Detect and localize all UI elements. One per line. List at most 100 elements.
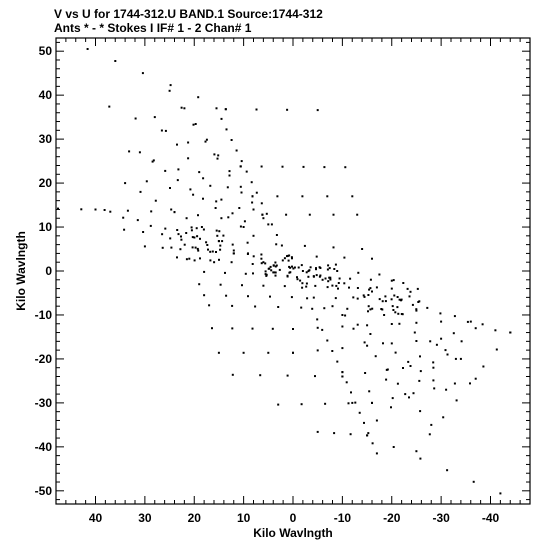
uv-point <box>369 308 372 311</box>
uv-point <box>215 251 217 253</box>
uv-point <box>292 267 295 270</box>
uv-point <box>231 327 234 330</box>
uv-point <box>397 312 400 315</box>
uv-point <box>240 191 243 194</box>
uv-point <box>218 258 220 261</box>
axis-ticks <box>56 38 530 504</box>
uv-point <box>208 304 211 307</box>
uv-point <box>333 432 336 435</box>
uv-point <box>247 295 249 298</box>
uv-point <box>195 227 198 230</box>
uv-point <box>305 282 308 285</box>
uv-point <box>180 235 182 238</box>
uv-point <box>440 337 443 340</box>
y-tick-label: 30 <box>39 132 53 146</box>
uv-point <box>315 255 318 258</box>
y-tick-label: -40 <box>35 440 53 454</box>
uv-point <box>385 368 388 371</box>
uv-point <box>247 252 249 255</box>
uv-point <box>358 411 361 414</box>
uv-point <box>283 257 286 260</box>
uv-point <box>204 140 207 143</box>
uv-point <box>238 207 241 209</box>
uv-point <box>312 296 315 299</box>
uv-point <box>466 320 469 323</box>
uv-point <box>176 229 179 231</box>
uv-point <box>334 297 337 300</box>
uv-point <box>269 295 271 298</box>
uv-point <box>415 340 418 342</box>
uv-point <box>243 220 246 223</box>
uv-point <box>151 160 154 163</box>
uv-point <box>419 355 421 358</box>
uv-point <box>300 403 303 406</box>
uv-point <box>334 263 337 266</box>
uv-point <box>455 399 458 402</box>
uv-point <box>231 304 234 307</box>
uv-point <box>179 248 182 251</box>
uv-point <box>216 157 219 160</box>
uv-point <box>316 430 319 433</box>
uv-point <box>145 180 148 183</box>
uv-point <box>219 283 222 286</box>
uv-point <box>316 318 319 321</box>
uv-point <box>440 320 443 323</box>
uv-point <box>80 208 83 211</box>
uv-point <box>128 150 131 153</box>
uv-point <box>290 256 293 259</box>
uv-point <box>290 296 293 299</box>
uv-point <box>352 296 355 299</box>
uv-point <box>197 214 199 217</box>
uv-point <box>367 310 369 313</box>
uv-point <box>324 402 327 405</box>
uv-point <box>262 261 265 264</box>
uv-point <box>214 207 217 209</box>
uv-point <box>219 248 222 251</box>
uv-point <box>356 323 359 326</box>
uv-point <box>392 309 395 311</box>
uv-point <box>371 257 373 260</box>
y-tick-label: -20 <box>35 352 53 366</box>
uv-point <box>274 274 277 277</box>
uv-point <box>170 208 173 211</box>
uv-point <box>94 208 97 211</box>
x-tick-label: 10 <box>237 511 251 525</box>
uv-point <box>231 243 234 246</box>
uv-point <box>224 108 227 111</box>
uv-point <box>215 200 218 203</box>
uv-point <box>196 235 199 238</box>
uv-point <box>408 295 411 298</box>
uv-point <box>344 166 347 169</box>
uv-point <box>297 266 300 269</box>
uv-point <box>274 271 277 274</box>
uv-point <box>168 89 171 92</box>
uv-point <box>446 353 449 356</box>
uv-point <box>109 210 112 213</box>
uv-point <box>209 259 212 262</box>
uv-point <box>415 450 418 453</box>
uv-point <box>252 272 254 275</box>
uv-point <box>326 339 329 342</box>
uv-point <box>293 266 296 269</box>
uv-point <box>343 256 346 259</box>
uv-point <box>191 236 194 239</box>
uv-point <box>114 60 117 62</box>
uv-point <box>202 197 204 200</box>
uv-point <box>367 305 370 308</box>
uv-point <box>194 123 197 125</box>
uv-point <box>161 233 164 236</box>
uv-point <box>260 262 263 265</box>
uv-point <box>296 276 298 279</box>
uv-point <box>211 250 214 253</box>
visibility-points <box>57 48 512 495</box>
uv-point <box>474 377 477 380</box>
uv-point <box>328 267 331 270</box>
uv-point <box>426 306 429 309</box>
y-tick-label: -30 <box>35 396 53 410</box>
uv-point <box>190 229 193 232</box>
uv-point <box>402 367 404 369</box>
uv-point <box>452 332 455 335</box>
uv-point <box>267 223 270 226</box>
uv-point <box>354 401 357 404</box>
uv-point <box>363 295 366 298</box>
